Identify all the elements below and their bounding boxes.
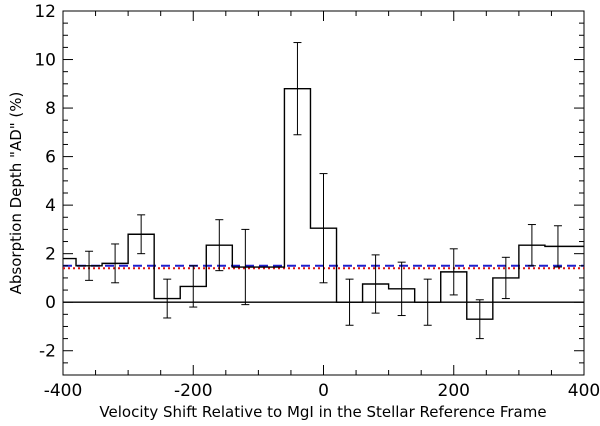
step-line bbox=[63, 87, 584, 320]
x-axis-label: Velocity Shift Relative to MgI in the St… bbox=[99, 403, 546, 421]
y-tick-label: 4 bbox=[45, 196, 56, 216]
step-series bbox=[63, 87, 584, 320]
y-tick-label: -2 bbox=[39, 342, 56, 362]
y-tick-label: 12 bbox=[34, 2, 56, 22]
axis-ticks bbox=[62, 10, 585, 376]
y-tick-label: 8 bbox=[45, 99, 56, 119]
y-tick-label: 2 bbox=[45, 245, 56, 265]
x-tick-labels: -400 -200 0 200 400 bbox=[44, 381, 600, 401]
x-tick-label: 0 bbox=[318, 381, 329, 401]
x-tick-label: 400 bbox=[568, 381, 600, 401]
x-tick-label: -400 bbox=[44, 381, 83, 401]
y-tick-label: 10 bbox=[34, 51, 56, 71]
x-tick-label: 200 bbox=[438, 381, 470, 401]
y-tick-label: 6 bbox=[45, 148, 56, 168]
x-tick-label: -200 bbox=[174, 381, 213, 401]
y-tick-labels: -2 0 2 4 6 8 10 12 bbox=[34, 2, 56, 362]
error-bars bbox=[85, 42, 562, 340]
y-axis-label: Absorption Depth "AD" (%) bbox=[7, 92, 25, 295]
y-tick-label: 0 bbox=[45, 293, 56, 313]
